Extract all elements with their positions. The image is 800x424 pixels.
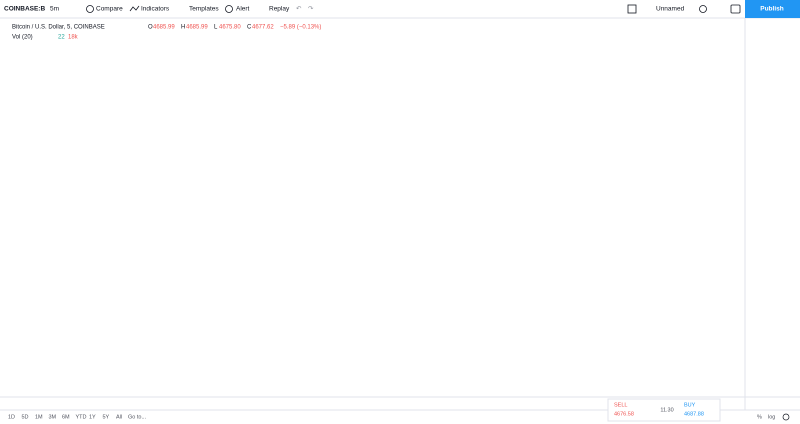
legend-label: L: [214, 25, 218, 31]
range-button: 3M: [49, 414, 57, 420]
trade-widget: SELL 4676.58 11.30 BUY 4687.88: [607, 398, 721, 422]
symbol[interactable]: COINBASE:B: [4, 6, 45, 13]
alert-icon[interactable]: [225, 5, 233, 13]
legend-label: C: [247, 25, 252, 31]
volume-legend-value: 18k: [68, 35, 79, 41]
range-button: 5Y: [103, 414, 110, 420]
goto-button[interactable]: Go to...: [128, 414, 147, 420]
legend-label: H: [181, 25, 185, 31]
interval[interactable]: 5m: [50, 6, 59, 13]
layout-icon[interactable]: [627, 4, 637, 14]
range-button: 5D: [22, 414, 29, 420]
alert-button[interactable]: Alert: [236, 6, 250, 13]
sell-price[interactable]: 4676.58: [614, 411, 634, 417]
snapshot-icon[interactable]: [730, 4, 741, 14]
volume-legend-value: 22: [58, 35, 65, 41]
buy-price[interactable]: 4687.88: [684, 411, 704, 417]
axis-settings[interactable]: [782, 413, 790, 421]
range-button: 6M: [62, 414, 70, 420]
percent-toggle[interactable]: %: [757, 414, 762, 420]
spread: 11.30: [660, 407, 673, 413]
compare-icon[interactable]: [86, 5, 94, 13]
replay-button[interactable]: Replay: [269, 6, 290, 13]
top-toolbar: [0, 0, 800, 18]
legend-change: −5.89 (−0.13%): [280, 25, 321, 31]
sell-label[interactable]: SELL: [614, 402, 627, 408]
range-button: 1D: [8, 414, 15, 420]
publish-button-bg[interactable]: [745, 0, 800, 18]
indicators-button[interactable]: Indicators: [141, 6, 170, 13]
legend-label: O: [148, 25, 153, 31]
buy-label[interactable]: BUY: [684, 402, 696, 408]
range-button: 1Y: [89, 414, 96, 420]
range-button: YTD: [76, 414, 87, 420]
legend-value: 4677.62: [252, 25, 274, 31]
range-button: All: [116, 414, 122, 420]
bottom-bar: [0, 410, 800, 424]
legend-value: 4685.99: [186, 25, 208, 31]
log-toggle[interactable]: log: [768, 414, 775, 420]
settings-icon[interactable]: [699, 5, 707, 13]
legend-value: 4675.80: [219, 25, 241, 31]
volume-legend: Vol (20): [12, 35, 33, 41]
indicators-icon[interactable]: [129, 5, 140, 12]
range-button: 1M: [35, 414, 43, 420]
legend-value: 4685.99: [153, 25, 175, 31]
publish-button[interactable]: Publish: [760, 6, 784, 13]
compare-button[interactable]: Compare: [96, 6, 123, 13]
trade-box: [607, 398, 721, 422]
templates-button[interactable]: Templates: [189, 6, 219, 13]
layout-name[interactable]: Unnamed: [656, 6, 685, 13]
legend-title: Bitcoin / U.S. Dollar, 5, COINBASE: [12, 25, 105, 31]
undo[interactable]: ↶: [296, 6, 302, 13]
redo[interactable]: ↷: [308, 6, 314, 13]
